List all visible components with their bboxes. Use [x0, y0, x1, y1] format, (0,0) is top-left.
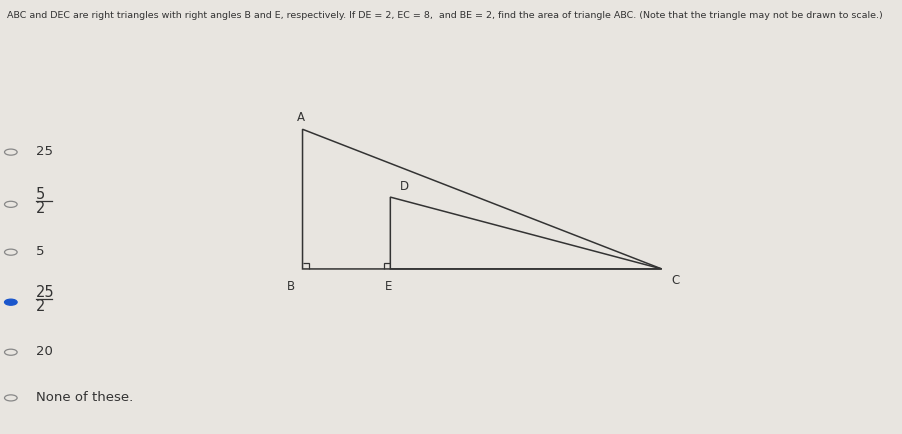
- Text: B: B: [287, 279, 295, 292]
- Text: E: E: [384, 279, 392, 292]
- Text: 2: 2: [36, 299, 45, 313]
- Text: 25: 25: [36, 285, 55, 299]
- Text: 5: 5: [36, 244, 44, 257]
- Text: None of these.: None of these.: [36, 390, 133, 403]
- Text: A: A: [297, 111, 305, 124]
- Circle shape: [5, 299, 17, 306]
- Text: 5: 5: [36, 187, 45, 202]
- Text: 20: 20: [36, 344, 53, 357]
- Text: D: D: [400, 180, 410, 193]
- Text: ABC and DEC are right triangles with right angles B and E, respectively. If DE =: ABC and DEC are right triangles with rig…: [7, 11, 883, 20]
- Text: 2: 2: [36, 201, 45, 216]
- Text: C: C: [672, 273, 680, 286]
- Text: 25: 25: [36, 145, 53, 158]
